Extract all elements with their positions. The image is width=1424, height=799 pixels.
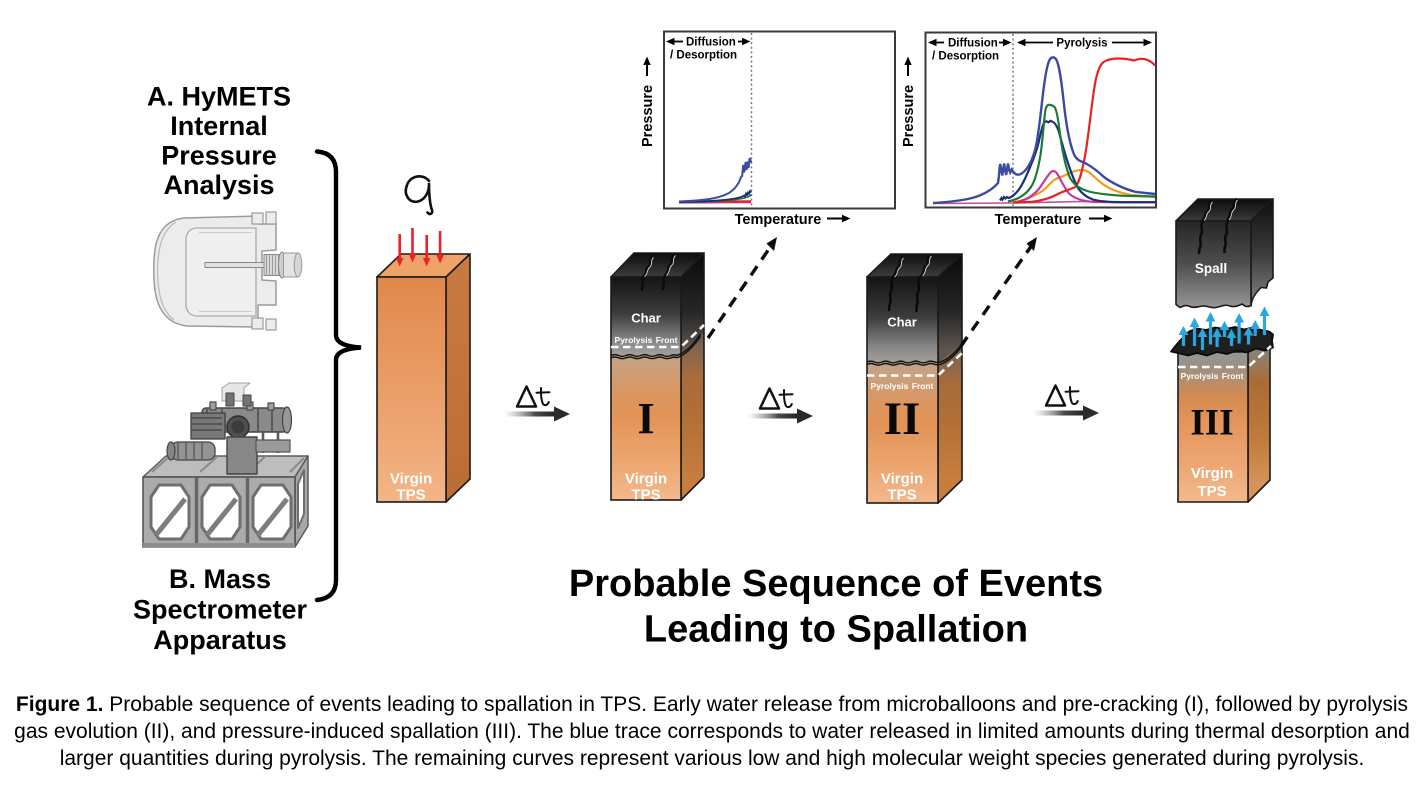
svg-text:Diffusion: Diffusion <box>948 38 998 50</box>
svg-text:Internal: Internal <box>170 111 268 141</box>
svg-text:/ Desorption: / Desorption <box>670 50 737 62</box>
svg-text:Pyrolysis Front: Pyrolysis Front <box>871 381 934 391</box>
svg-text:TPS: TPS <box>631 487 660 504</box>
svg-text:Char: Char <box>887 315 917 330</box>
svg-text:Virgin: Virgin <box>625 471 667 488</box>
svg-text:I: I <box>637 394 654 443</box>
svg-text:Figure 1. Probable sequence of: Figure 1. Probable sequence of events le… <box>16 693 1408 716</box>
svg-text:Pyrolysis Front: Pyrolysis Front <box>1181 371 1244 381</box>
svg-text:Pressure: Pressure <box>161 141 277 171</box>
svg-text:Probable Sequence of Events: Probable Sequence of Events <box>569 563 1103 605</box>
svg-text:III: III <box>1190 403 1233 444</box>
svg-text:Analysis: Analysis <box>163 170 274 200</box>
svg-text:Spectrometer: Spectrometer <box>133 595 308 625</box>
svg-text:Virgin: Virgin <box>881 471 923 488</box>
svg-text:TPS: TPS <box>887 487 916 504</box>
svg-text:larger quantities during pyrol: larger quantities during pyrolysis. The … <box>60 747 1365 770</box>
svg-text:Pressure: Pressure <box>640 85 656 147</box>
svg-text:B. Mass: B. Mass <box>169 564 271 594</box>
svg-text:Pressure: Pressure <box>901 85 917 147</box>
svg-text:/ Desorption: / Desorption <box>932 51 999 63</box>
svg-text:Pyrolysis: Pyrolysis <box>1056 38 1107 50</box>
svg-text:Char: Char <box>631 311 661 326</box>
svg-text:II: II <box>884 393 921 445</box>
svg-text:Diffusion: Diffusion <box>686 37 736 49</box>
svg-text:Temperature: Temperature <box>735 212 822 228</box>
svg-text:Pyrolysis Front: Pyrolysis Front <box>615 335 678 345</box>
svg-text:TPS: TPS <box>396 487 425 504</box>
svg-text:TPS: TPS <box>1197 483 1226 500</box>
svg-text:Virgin: Virgin <box>1191 465 1233 482</box>
svg-text:Apparatus: Apparatus <box>153 625 287 655</box>
svg-text:Spall: Spall <box>1195 261 1227 276</box>
svg-text:Temperature: Temperature <box>995 212 1082 228</box>
svg-text:Leading to Spallation: Leading to Spallation <box>644 609 1028 651</box>
svg-text:gas evolution (II), and pressu: gas evolution (II), and pressure-induced… <box>14 720 1410 743</box>
svg-text:Virgin: Virgin <box>390 471 432 488</box>
svg-text:A. HyMETS: A. HyMETS <box>147 82 291 112</box>
